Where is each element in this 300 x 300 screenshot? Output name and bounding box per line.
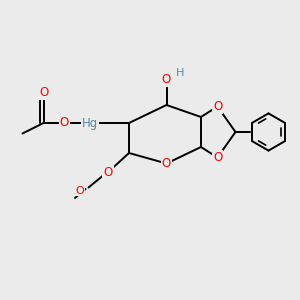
Text: O: O — [162, 157, 171, 170]
Text: O: O — [75, 185, 84, 196]
Text: O: O — [103, 166, 112, 179]
Text: O: O — [213, 100, 222, 113]
Text: Hg: Hg — [82, 116, 98, 130]
Text: O: O — [60, 116, 69, 130]
Text: O: O — [39, 86, 48, 100]
Text: H: H — [176, 68, 184, 79]
Text: O: O — [162, 73, 171, 86]
Text: O: O — [213, 151, 222, 164]
